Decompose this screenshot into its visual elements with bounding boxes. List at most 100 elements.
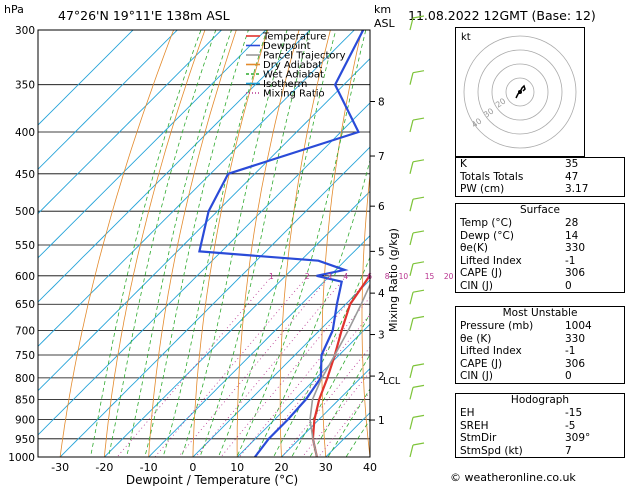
wet-adiabat-line: [162, 30, 268, 457]
most-unstable-row: Lifted Index -1: [460, 345, 576, 357]
wind-barb: [409, 417, 414, 430]
wind-barb-flag: [412, 117, 425, 121]
temperature-profile: [311, 270, 370, 457]
km-tick-label: 3: [378, 330, 385, 342]
station-location: 47°26'N 19°11'E 138m ASL: [58, 8, 230, 23]
mixing-ratio-label: 1: [269, 272, 274, 281]
wind-barb: [409, 444, 414, 458]
isotherm-line: [59, 146, 370, 457]
surface-row: Lifted Index -1: [460, 254, 576, 267]
km-axis-unit: km: [374, 3, 392, 16]
wind-barb-flag: [412, 315, 425, 320]
most-unstable-table: Most Unstable Pressure (mb) 1004 θe (K) 33…: [455, 306, 625, 384]
km-tick-label: 6: [378, 201, 385, 213]
dry-adiabat-line: [148, 30, 237, 457]
dry-adiabat-line: [192, 30, 269, 457]
hpa-axis-unit: hPa: [4, 3, 24, 16]
most-unstable-row: CIN (J) 0: [460, 370, 572, 382]
km-tick-label: 2: [378, 371, 385, 383]
hodograph-row: StmDir 309°: [460, 432, 591, 444]
hodograph-row: EH -15: [460, 407, 583, 419]
km-tick-label: 4: [378, 288, 385, 300]
hodograph-row: StmSpd (kt) 7: [460, 444, 572, 457]
most-unstable-row: θe (K) 330: [460, 332, 586, 345]
isotherm-line: [38, 102, 370, 436]
x-axis-title: Dewpoint / Temperature (°C): [126, 473, 298, 486]
mixing-ratio-line: [302, 371, 370, 457]
wind-barb: [409, 365, 414, 379]
wet-adiabat-line: [236, 30, 367, 457]
mixing-ratio-line: [178, 275, 331, 457]
wind-barb-flag: [412, 261, 425, 265]
wet-adiabat-line: [181, 30, 288, 457]
hodograph-table: Hodograph EH -15 SREH -5 StmDir 309° StmSpd…: [455, 393, 625, 458]
temperature-tick-label: -10: [140, 461, 158, 474]
dry-adiabat-line: [361, 171, 370, 457]
temperature-tick-label: 0: [189, 461, 196, 474]
legend-label: Dry Adiabat: [263, 60, 322, 71]
isotherm-line: [325, 412, 370, 457]
mixing-ratio-line: [318, 391, 370, 457]
isotherm-line: [38, 30, 178, 170]
wind-barb-flag: [412, 414, 425, 418]
index-row: PW (cm) 3.17: [460, 183, 589, 195]
hodograph-unit: kt: [461, 32, 471, 43]
mixing-ratio-line: [195, 275, 347, 457]
dry-adiabat-line: [59, 30, 175, 457]
wind-barb-flag: [412, 159, 425, 163]
pressure-tick-label: 400: [15, 127, 35, 139]
isotherm-line: [148, 235, 370, 457]
pressure-tick-label: 650: [15, 299, 35, 311]
pressure-tick-label: 550: [15, 240, 35, 252]
mixing-ratio-label: 10: [399, 272, 409, 281]
indices-table: K 35 Totals Totals 47 PW (cm) 3.17: [455, 157, 625, 197]
mixing-ratio-label: 8: [385, 272, 390, 281]
pressure-tick-label: 350: [15, 80, 35, 92]
wet-adiabat-line: [90, 30, 202, 457]
wet-adiabat-line: [345, 418, 370, 457]
hodograph-ring-label: 30: [482, 106, 496, 119]
credit-footer: © weatheronline.co.uk: [450, 471, 576, 484]
mixing-ratio-axis-title: Mixing Ratio (g/kg): [387, 228, 400, 332]
hodograph-ring-label: 20: [494, 96, 508, 109]
temperature-tick-label: -30: [51, 461, 69, 474]
isotherm-line: [103, 190, 370, 457]
isotherm-line: [38, 30, 355, 347]
surface-row: CIN (J) 0: [460, 279, 572, 292]
hodograph-panel: kt 40 30 20: [455, 27, 585, 157]
pressure-tick-label: 700: [15, 326, 35, 338]
isotherm-line: [38, 30, 223, 215]
hodograph-trace: [515, 84, 526, 99]
dry-adiabat-line: [236, 30, 300, 457]
wind-barb: [409, 17, 414, 31]
dewpoint-profile: [198, 30, 365, 457]
surface-row: Dewp (°C) 14: [460, 229, 579, 242]
sounding-datetime: 11.08.2022 12GMT (Base: 12): [408, 8, 596, 23]
temperature-tick-label: 10: [230, 461, 244, 474]
temperature-tick-label: -20: [95, 461, 113, 474]
surface-table: Surface Temp (°C) 28 Dewp (°C) 14 θe(K) 330…: [455, 203, 625, 293]
km-tick-label: 5: [378, 246, 385, 258]
wind-barb: [409, 232, 414, 246]
isotherm-line: [280, 367, 370, 457]
mixing-ratio-line: [220, 275, 370, 457]
parcel-trajectory-profile: [309, 282, 370, 457]
index-row: K 35: [460, 158, 579, 170]
km-tick-label: 7: [378, 151, 385, 163]
pressure-tick-label: 300: [15, 25, 35, 37]
hodograph-plot: kt 40 30 20: [461, 32, 577, 149]
legend-label: Temperature: [262, 32, 326, 43]
wind-barb: [409, 199, 414, 212]
wind-barb-flag: [412, 363, 425, 367]
index-row: Totals Totals 47: [460, 170, 579, 183]
pressure-tick-label: 1000: [8, 452, 35, 464]
isotherm-line: [38, 57, 370, 392]
mixing-ratio-label: 4: [343, 272, 348, 281]
mixing-ratio-label: 3: [327, 272, 332, 281]
most-unstable-title: Most Unstable: [502, 307, 578, 319]
wet-adiabat-line: [217, 30, 337, 457]
isotherm-line: [38, 30, 267, 259]
wind-barb: [409, 292, 414, 305]
wet-adiabat-line: [327, 388, 370, 457]
